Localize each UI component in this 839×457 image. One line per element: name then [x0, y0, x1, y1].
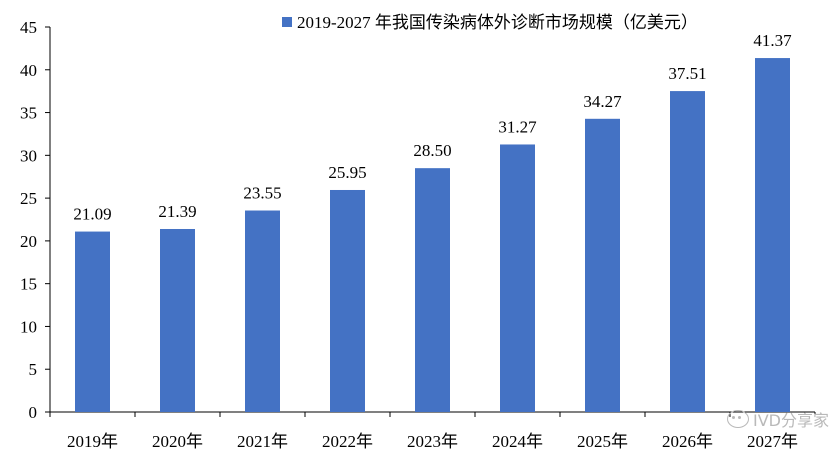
watermark: IVD分享家 [727, 407, 829, 431]
y-tick-label: 20 [20, 232, 37, 251]
data-labels: 21.09 21.39 23.55 25.95 28.50 31.27 34.27 37.51… [73, 31, 792, 224]
y-tick-label: 5 [29, 360, 38, 379]
data-label: 28.50 [413, 141, 451, 160]
legend-label: 2019-2027 年我国传染病体外诊断市场规模（亿美元） [297, 13, 698, 32]
bar [415, 168, 450, 412]
x-tick-label: 2019年 [67, 432, 118, 451]
bar [500, 144, 535, 412]
bar [245, 210, 280, 412]
data-label: 25.95 [328, 163, 366, 182]
x-tick-label: 2027年 [747, 432, 798, 451]
y-tick-label: 25 [20, 189, 37, 208]
data-label: 31.27 [498, 117, 537, 136]
y-tick-label: 45 [20, 18, 37, 37]
x-tick-label: 2023年 [407, 432, 458, 451]
bar [585, 118, 620, 412]
bars [75, 58, 790, 412]
legend-swatch [282, 17, 292, 27]
bar [330, 189, 365, 412]
bar [670, 91, 705, 412]
bar [75, 231, 110, 412]
y-tick-label: 35 [20, 104, 37, 123]
watermark-text: IVD分享家 [753, 411, 829, 430]
y-tick-label: 30 [20, 146, 37, 165]
wechat-icon [727, 410, 749, 428]
y-tick-label: 10 [20, 317, 37, 336]
x-tick-label: 2024年 [492, 432, 543, 451]
x-axis: 2019年 2020年 2021年 2022年 2023年 2024年 2025年 2026年… [49, 411, 816, 451]
bar [160, 228, 195, 412]
x-tick-label: 2021年 [237, 432, 288, 451]
data-label: 23.55 [243, 184, 281, 203]
x-tick-label: 2026年 [662, 432, 713, 451]
data-label: 21.09 [73, 205, 111, 224]
x-tick-label: 2025年 [577, 432, 628, 451]
data-label: 34.27 [583, 92, 622, 111]
x-tick-label: 2020年 [152, 432, 203, 451]
x-tick-label: 2022年 [322, 432, 373, 451]
data-label: 41.37 [753, 31, 792, 50]
bar [755, 58, 790, 412]
legend: 2019-2027 年我国传染病体外诊断市场规模（亿美元） [282, 13, 698, 32]
y-tick-label: 40 [20, 61, 37, 80]
data-label: 37.51 [668, 64, 706, 83]
y-axis: 0 5 10 15 20 25 30 35 40 45 [20, 18, 51, 422]
y-tick-label: 15 [20, 275, 37, 294]
data-label: 21.39 [158, 202, 196, 221]
y-tick-label: 0 [29, 403, 38, 422]
